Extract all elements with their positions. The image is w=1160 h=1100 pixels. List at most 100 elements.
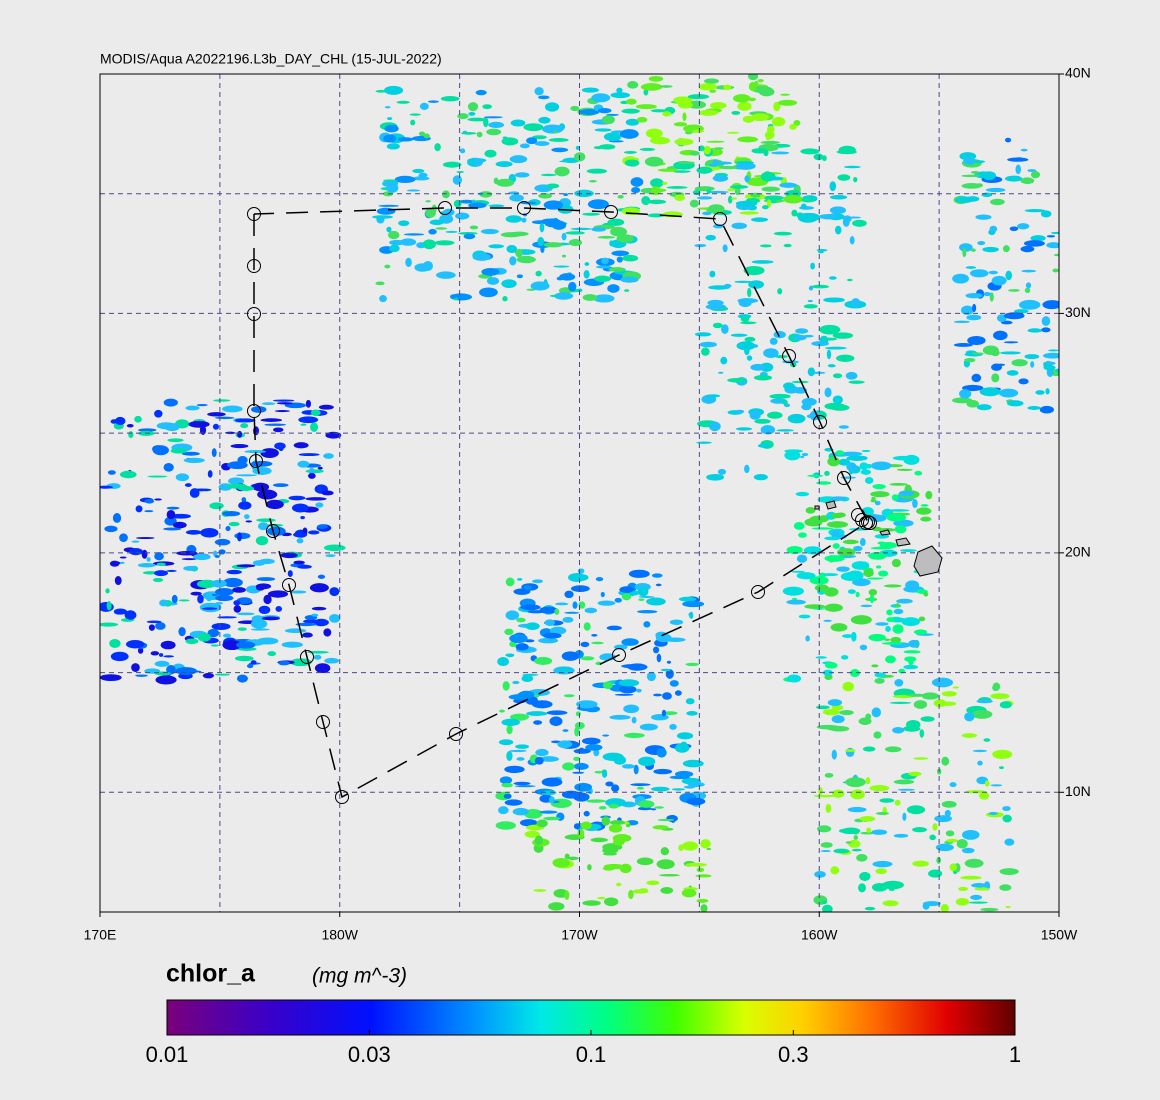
chlorophyll-patch: [791, 597, 798, 600]
chlorophyll-patch: [720, 356, 728, 365]
chlorophyll-patch: [178, 627, 186, 637]
chlorophyll-patch: [107, 470, 116, 475]
chlorophyll-patch: [859, 816, 876, 822]
chlorophyll-patch: [932, 823, 938, 831]
chlorophyll-patch: [939, 701, 957, 706]
chlorophyll-patch: [893, 833, 909, 838]
chlorophyll-patch: [273, 427, 284, 433]
chlorophyll-patch: [386, 226, 392, 233]
station: [282, 578, 296, 592]
chlorophyll-patch: [199, 425, 207, 435]
chlorophyll-patch: [662, 711, 678, 716]
chlorophyll-patch: [472, 253, 491, 261]
chlorophyll-patch: [786, 545, 803, 555]
chlorophyll-patch: [251, 406, 267, 413]
chlorophyll-patch: [1005, 137, 1012, 143]
chlorophyll-patch: [672, 788, 685, 791]
chlorophyll-patch: [237, 627, 247, 631]
chlorophyll-patch: [893, 779, 915, 785]
chlorophyll-patch: [967, 335, 986, 345]
chlorophyll-patch: [892, 455, 914, 461]
chlorophyll-patch: [616, 87, 623, 93]
chlorophyll-patch: [554, 166, 570, 177]
chlorophyll-patch: [771, 116, 786, 127]
chlorophyll-patch: [707, 204, 725, 214]
chlorophyll-patch: [830, 496, 847, 501]
chlorophyll-patch: [851, 848, 862, 852]
chlorophyll-patch: [1014, 309, 1029, 314]
chlorophyll-patch: [583, 810, 590, 817]
chlorophyll-patch: [798, 532, 807, 538]
chlorophyll-patch: [565, 231, 585, 235]
chlorophyll-patch: [1004, 838, 1015, 846]
chlorophyll-patch: [848, 527, 870, 531]
chlorophyll-patch: [197, 594, 204, 604]
chlorophyll-patch: [399, 238, 417, 246]
chlorophyll-patch: [816, 481, 832, 485]
chlorophyll-patch: [593, 146, 604, 150]
chlorophyll-patch: [851, 631, 857, 642]
chlorophyll-patch: [846, 216, 861, 219]
chlorophyll-patch: [929, 834, 936, 841]
chlorophyll-patch: [170, 513, 191, 519]
chlorophyll-patch: [181, 451, 200, 456]
chlorophyll-patch: [727, 131, 740, 134]
chlorophyll-patch: [456, 170, 464, 173]
chlorophyll-patch: [580, 821, 592, 830]
chlorophyll-patch: [1052, 268, 1059, 273]
chlorophyll-patch: [486, 277, 500, 285]
chlorophyll-patch: [830, 623, 848, 632]
chlorophyll-patch: [833, 848, 850, 854]
chlorophyll-patch: [776, 429, 794, 432]
chlorophyll-patch: [751, 260, 774, 264]
chlorophyll-patch: [974, 887, 990, 891]
chlorophyll-patch: [621, 638, 639, 646]
colorbar-label: chlor_a: [166, 960, 256, 988]
chlorophyll-patch: [1040, 210, 1052, 218]
chlorophyll-patch: [586, 168, 608, 174]
chlorophyll-patch: [903, 650, 921, 654]
chlorophyll-patch: [897, 788, 915, 791]
chlorophyll-patch: [731, 110, 741, 115]
chlorophyll-patch: [384, 85, 404, 95]
chlorophyll-patch: [383, 134, 397, 143]
chlorophyll-patch: [791, 380, 809, 384]
chlorophyll-patch: [410, 119, 416, 126]
chlorophyll-patch: [659, 85, 673, 88]
chlorophyll-patch: [824, 772, 834, 778]
chlorophyll-patch: [800, 455, 805, 459]
chlorophyll-patch: [875, 622, 889, 626]
chlorophyll-patch: [906, 805, 926, 815]
chlorophyll-patch: [163, 398, 178, 407]
chlorophyll-patch: [851, 298, 861, 307]
chlorophyll-patch: [971, 352, 984, 355]
chlorophyll-patch: [783, 243, 792, 248]
chlorophyll-patch: [181, 558, 197, 561]
chlorophyll-patch: [844, 749, 856, 752]
chlorophyll-patch: [518, 690, 535, 699]
chlorophyll-patch: [212, 423, 220, 430]
chlorophyll-patch: [801, 197, 815, 203]
chlorophyll-patch: [568, 281, 577, 292]
chlorophyll-patch: [665, 668, 674, 679]
chlorophyll-patch: [889, 482, 908, 486]
chlorophyll-patch: [737, 101, 752, 111]
chlorophyll-patch: [846, 462, 857, 472]
chlorophyll-patch: [544, 102, 560, 112]
chlorophyll-patch: [588, 180, 597, 183]
y-tick-label: 40N: [1065, 65, 1091, 81]
chlorophyll-patch: [746, 355, 753, 361]
chlorophyll-patch: [955, 196, 974, 203]
chlorophyll-patch: [896, 598, 913, 604]
chlorophyll-patch: [864, 477, 874, 484]
chlorophyll-patch: [824, 346, 847, 350]
chlorophyll-patch: [686, 711, 698, 716]
chlorophyll-patch: [222, 577, 243, 588]
chlorophyll-patch: [686, 797, 706, 806]
chlorophyll-patch: [853, 835, 858, 840]
chlorophyll-patch: [885, 625, 891, 632]
chlorophyll-patch: [308, 472, 316, 479]
chlorophyll-patch: [655, 583, 662, 587]
chlorophyll-patch: [616, 234, 634, 243]
chlorophyll-patch: [608, 267, 626, 272]
